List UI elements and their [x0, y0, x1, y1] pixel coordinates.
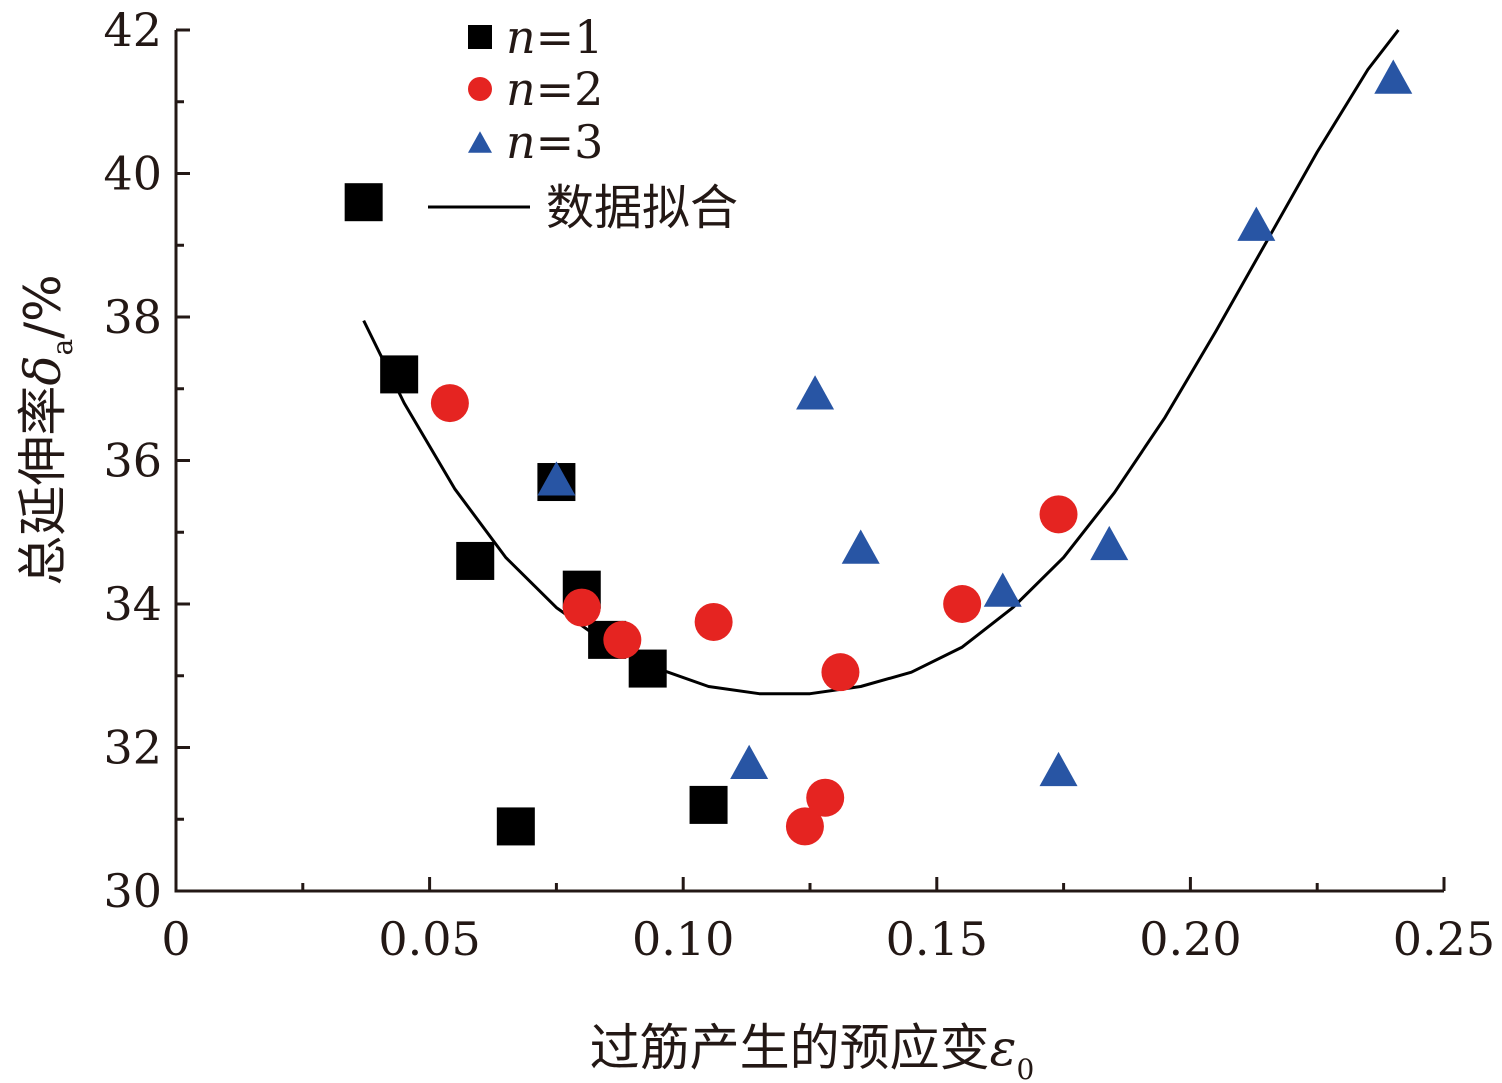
data-point-square — [456, 541, 495, 580]
y-axis-title-text: 总延伸率 — [14, 386, 72, 586]
data-point-circle — [785, 807, 824, 846]
data-point-triangle — [796, 375, 835, 410]
x-axis-title-text: 过筋产生的预应变 — [590, 1019, 990, 1077]
data-point-triangle — [1039, 751, 1078, 787]
legend-fit-label: 数据拟合 — [546, 180, 738, 236]
fit-curve — [362, 29, 1400, 696]
legend-var: n — [506, 115, 536, 169]
legend-entry: n=2 — [506, 62, 603, 116]
points-layer — [344, 59, 1413, 846]
data-point-circle — [603, 620, 642, 659]
legend-marker-triangle — [468, 131, 492, 153]
data-point-square — [380, 355, 419, 394]
legend-var: n — [506, 10, 536, 64]
legend-value: =1 — [536, 10, 604, 64]
data-point-circle — [806, 778, 845, 817]
data-point-triangle — [841, 529, 880, 564]
series-square — [344, 183, 728, 846]
legend-entry: n=3 — [506, 115, 603, 169]
fit-layer — [362, 29, 1400, 696]
data-point-circle — [430, 384, 469, 423]
series-triangle — [537, 59, 1413, 787]
legend-entry: n=1 — [506, 10, 603, 64]
y-axis-subscript: a — [46, 339, 79, 356]
axes: 0 0.05 0.10 0.15 0.20 0.25 30 32 34 36 38 40 42 — [103, 3, 1495, 966]
data-point-triangle — [1374, 59, 1413, 94]
legend-marker-circle — [468, 77, 492, 101]
series-circle — [430, 384, 1078, 846]
y-tick-label: 42 — [103, 3, 162, 57]
y-tick-label: 30 — [103, 864, 162, 918]
data-point-circle — [1039, 495, 1078, 534]
data-point-circle — [694, 602, 733, 641]
data-point-circle — [562, 588, 601, 627]
data-point-triangle — [537, 461, 576, 496]
x-tick-label: 0 — [161, 912, 190, 966]
y-tick-label: 36 — [103, 434, 162, 488]
x-tick-label: 0.20 — [1139, 912, 1241, 966]
x-tick-label: 0.15 — [886, 912, 988, 966]
data-point-triangle — [983, 572, 1022, 607]
y-tick-label: 32 — [103, 721, 162, 775]
y-axis-symbol: δ — [14, 355, 72, 385]
data-point-square — [628, 649, 667, 688]
y-tick-label: 34 — [103, 577, 162, 631]
data-point-circle — [943, 585, 982, 623]
x-axis-title: 过筋产生的预应变ε0 — [590, 1019, 1035, 1083]
y-axis-unit: /% — [14, 274, 72, 338]
x-tick-label: 0.05 — [378, 912, 480, 966]
data-point-circle — [821, 653, 860, 692]
data-point-square — [344, 183, 383, 222]
y-tick-label: 38 — [103, 290, 162, 344]
x-axis-symbol: ε — [990, 1019, 1017, 1077]
y-axis-title: 总延伸率δa/% — [14, 274, 79, 585]
data-point-triangle — [730, 744, 769, 779]
legend-marker-square — [468, 25, 492, 49]
x-tick-label: 0.10 — [632, 912, 734, 966]
legend-value: =3 — [536, 115, 604, 169]
data-point-triangle — [1090, 525, 1129, 561]
x-tick-label: 0.25 — [1393, 912, 1495, 966]
data-point-triangle — [1237, 206, 1276, 241]
x-axis-subscript: 0 — [1017, 1053, 1035, 1083]
legend-var: n — [506, 62, 536, 116]
legend-value: =2 — [536, 62, 604, 116]
y-tick-label: 40 — [103, 147, 162, 201]
data-point-square — [689, 785, 728, 824]
data-point-square — [496, 807, 535, 846]
